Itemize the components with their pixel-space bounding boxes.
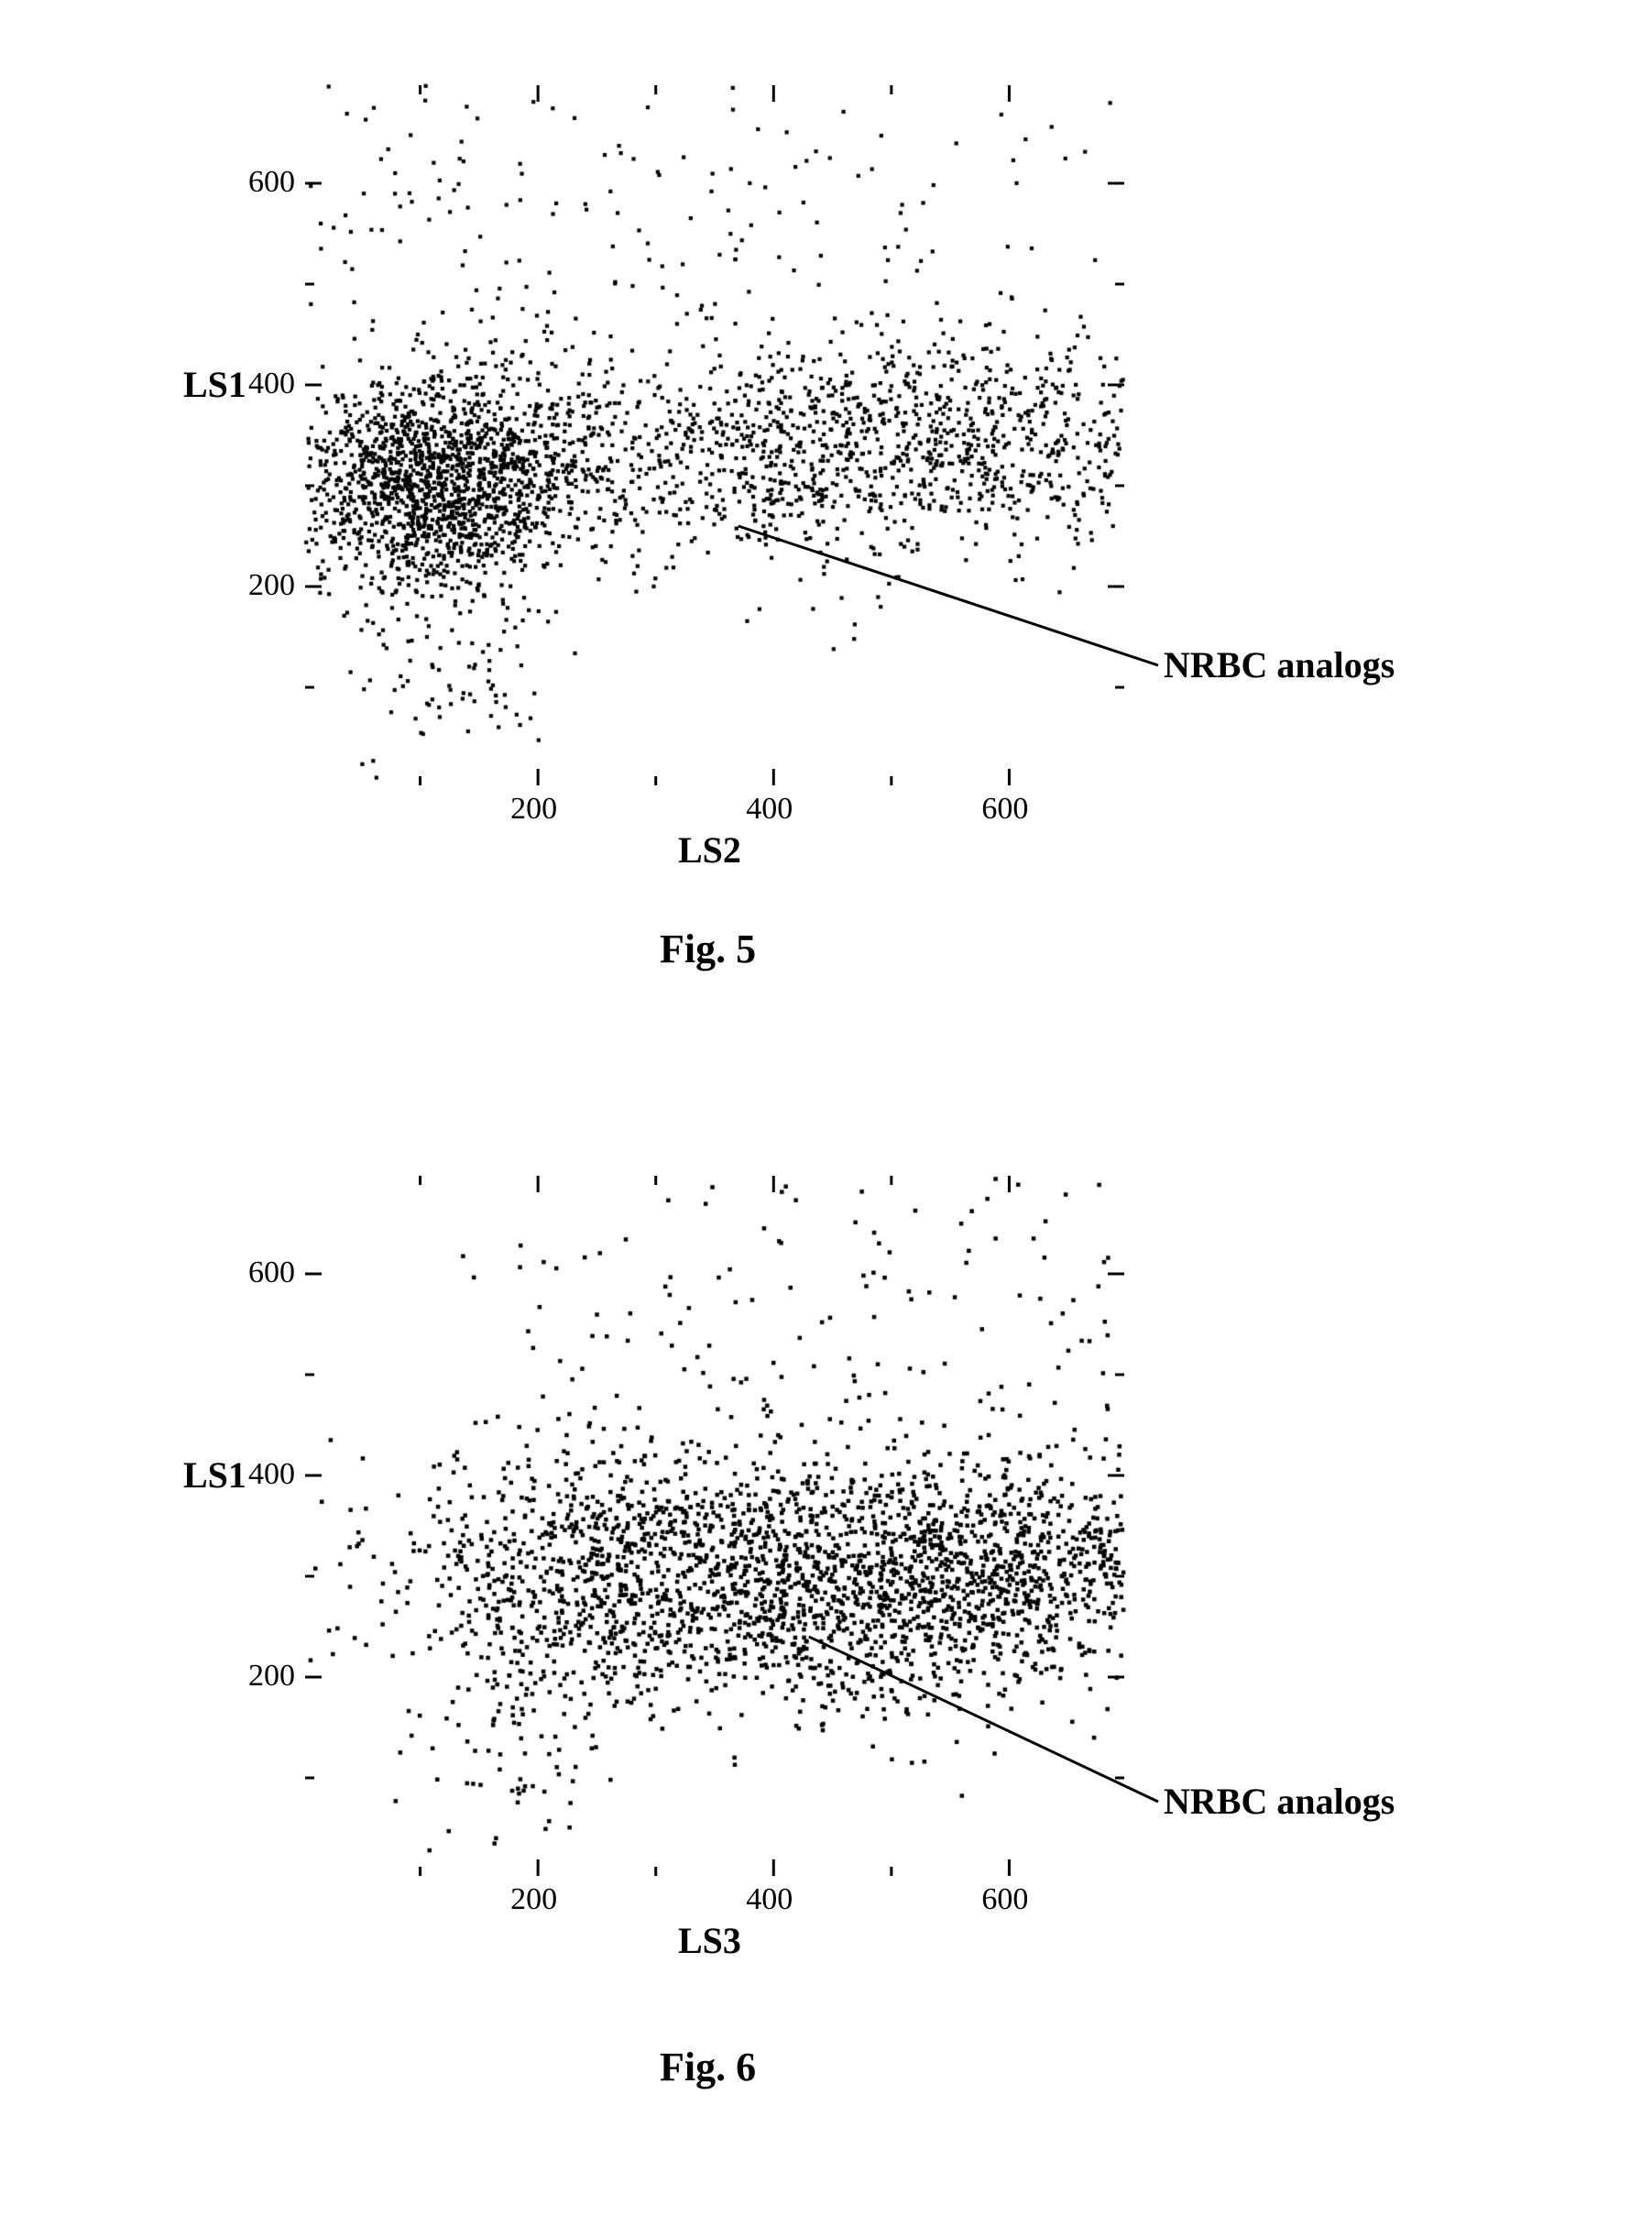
fig6-ytick-label: 400	[248, 1457, 295, 1492]
fig5-xtick-label: 200	[510, 792, 557, 827]
fig6-x-axis-label: LS3	[678, 1919, 741, 1962]
fig5-y-axis-label: LS1	[183, 363, 246, 406]
fig5-ytick-label: 400	[248, 367, 295, 401]
page-root: LS1 LS2 Fig. 5 NRBC analogs 200 400 600 200…	[0, 0, 1652, 2237]
fig5-xtick-label: 400	[746, 792, 793, 827]
fig6-caption: Fig. 6	[660, 2044, 756, 2090]
fig5-ytick-label: 600	[248, 165, 295, 200]
fig6-scatter-canvas	[302, 1173, 1127, 1879]
fig5-x-axis-label: LS2	[678, 828, 741, 872]
fig5-ytick-label: 200	[248, 568, 295, 603]
fig5-xtick-label: 600	[981, 792, 1028, 827]
fig5-scatter-canvas	[302, 82, 1127, 788]
fig5-annotation-label: NRBC analogs	[1164, 643, 1395, 686]
fig6-annotation-label: NRBC analogs	[1164, 1780, 1395, 1823]
fig6-ytick-label: 600	[248, 1256, 295, 1290]
fig6-xtick-label: 400	[746, 1882, 793, 1917]
fig6-xtick-label: 600	[981, 1882, 1028, 1917]
fig5-caption: Fig. 5	[660, 926, 756, 972]
fig6-ytick-label: 200	[248, 1659, 295, 1694]
fig6-xtick-label: 200	[510, 1882, 557, 1917]
fig6-y-axis-label: LS1	[183, 1453, 246, 1497]
